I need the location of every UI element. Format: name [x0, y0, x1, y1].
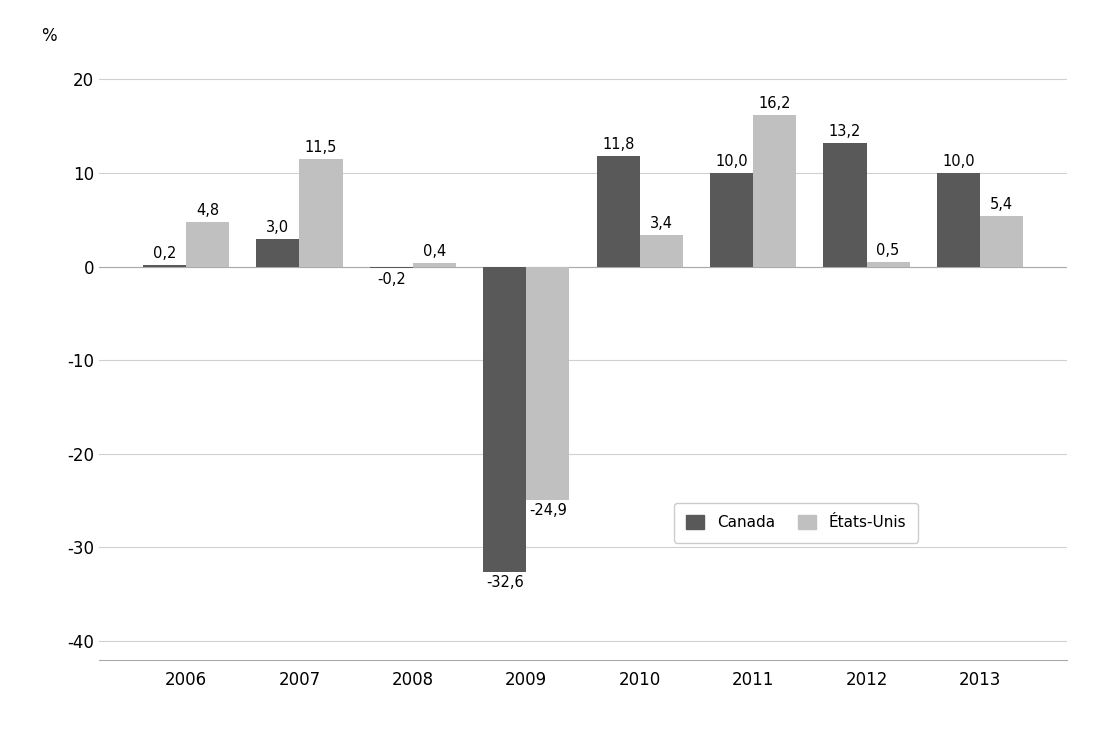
Text: 4,8: 4,8	[196, 203, 219, 218]
Bar	[483, 267, 526, 572]
Bar	[596, 156, 640, 267]
Text: -24,9: -24,9	[529, 504, 566, 518]
Bar	[640, 235, 683, 267]
Text: 16,2: 16,2	[758, 96, 791, 111]
Text: 0,4: 0,4	[422, 244, 447, 259]
Text: -0,2: -0,2	[377, 272, 406, 287]
Legend: Canada, États-Unis: Canada, États-Unis	[674, 503, 918, 542]
Text: 11,8: 11,8	[602, 137, 635, 152]
Text: 10,0: 10,0	[715, 154, 748, 169]
Text: -32,6: -32,6	[486, 575, 524, 591]
Text: 0,5: 0,5	[877, 243, 900, 258]
Bar	[980, 216, 1023, 267]
Bar	[370, 267, 412, 268]
Bar	[526, 267, 570, 500]
Bar	[867, 262, 910, 267]
Bar	[256, 238, 299, 267]
Text: 5,4: 5,4	[990, 197, 1013, 213]
Text: 3,0: 3,0	[266, 220, 289, 235]
Bar	[937, 173, 980, 267]
Bar	[710, 173, 754, 267]
Bar	[143, 265, 186, 267]
Bar	[824, 143, 867, 267]
Bar	[186, 221, 229, 267]
Text: 11,5: 11,5	[305, 140, 338, 155]
Text: 13,2: 13,2	[828, 125, 861, 139]
Text: 3,4: 3,4	[650, 216, 673, 231]
Text: %: %	[41, 27, 56, 45]
Text: 0,2: 0,2	[153, 246, 176, 261]
Bar	[754, 115, 796, 267]
Bar	[299, 159, 342, 267]
Text: 10,0: 10,0	[942, 154, 975, 169]
Bar	[412, 263, 456, 267]
